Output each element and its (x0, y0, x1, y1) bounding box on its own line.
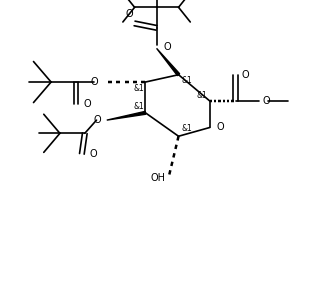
Text: O: O (125, 9, 133, 19)
Text: O: O (89, 149, 97, 159)
Text: &1: &1 (133, 84, 144, 93)
Text: O: O (93, 115, 101, 125)
Polygon shape (107, 111, 146, 120)
Text: &1: &1 (182, 76, 192, 85)
Text: O: O (216, 122, 224, 132)
Text: O: O (83, 99, 91, 109)
Text: O: O (241, 70, 249, 80)
Polygon shape (157, 48, 180, 76)
Text: O: O (164, 42, 172, 52)
Text: O: O (90, 77, 98, 87)
Text: &1: &1 (182, 124, 192, 133)
Text: OH: OH (150, 173, 165, 183)
Text: O: O (262, 96, 270, 106)
Text: &1: &1 (196, 91, 207, 100)
Text: &1: &1 (133, 102, 144, 111)
